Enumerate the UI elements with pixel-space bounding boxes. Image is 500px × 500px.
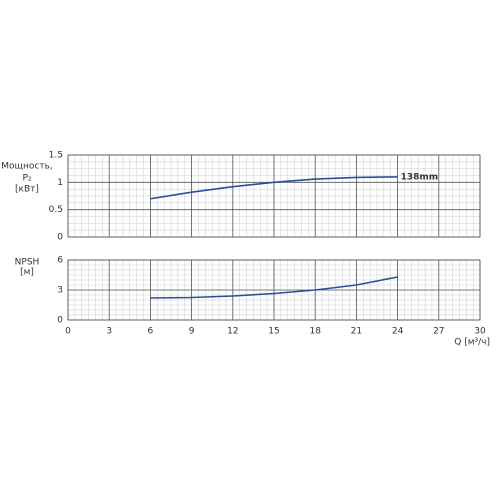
x-tick-label: 9 bbox=[189, 327, 195, 337]
series-line bbox=[150, 176, 398, 200]
x-tick-label: 21 bbox=[351, 327, 362, 337]
x-tick-label: 3 bbox=[106, 327, 112, 337]
plot-frame bbox=[67, 259, 481, 321]
y-tick-label: 3 bbox=[57, 286, 63, 296]
y-tick-label: 6 bbox=[57, 256, 63, 266]
y-tick-label: 0 bbox=[57, 316, 63, 326]
y-axis-label: [м] bbox=[20, 268, 34, 278]
y-axis-label: P₂ bbox=[22, 174, 31, 184]
x-tick-label: 30 bbox=[474, 327, 486, 337]
y-tick-label: 1 bbox=[57, 178, 63, 188]
y-tick-label: 0.5 bbox=[49, 205, 63, 215]
x-tick-label: 27 bbox=[433, 327, 444, 337]
y-axis-label: Мощность, bbox=[1, 162, 53, 172]
y-axis-label: [кВт] bbox=[15, 185, 39, 195]
x-tick-label: 6 bbox=[148, 327, 154, 337]
x-tick-label: 24 bbox=[392, 327, 404, 337]
plot-frame bbox=[67, 154, 481, 238]
y-axis-label: NPSH bbox=[15, 258, 40, 268]
x-tick-label: 12 bbox=[227, 327, 238, 337]
x-tick-label: 0 bbox=[65, 327, 71, 337]
x-axis-label: Q [м³/ч] bbox=[454, 338, 490, 348]
x-tick-label: 15 bbox=[268, 327, 279, 337]
series-line bbox=[150, 276, 398, 299]
y-tick-label: 0 bbox=[57, 233, 63, 243]
series-label: 138mm bbox=[401, 172, 439, 182]
y-tick-label: 1.5 bbox=[49, 151, 63, 161]
x-tick-label: 18 bbox=[309, 327, 321, 337]
